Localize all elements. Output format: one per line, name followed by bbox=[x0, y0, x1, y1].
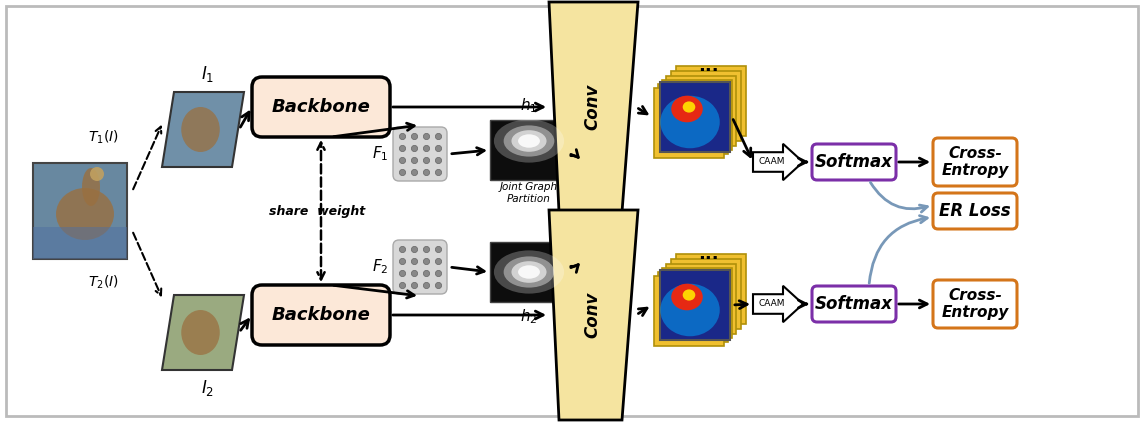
Text: $h_1$: $h_1$ bbox=[521, 96, 538, 115]
Ellipse shape bbox=[511, 130, 547, 152]
Text: Cross-
Entropy: Cross- Entropy bbox=[942, 288, 1009, 320]
Text: Softmax: Softmax bbox=[815, 153, 893, 171]
Ellipse shape bbox=[494, 119, 564, 162]
Bar bbox=[676, 66, 746, 136]
FancyBboxPatch shape bbox=[934, 138, 1017, 186]
Bar bbox=[662, 268, 732, 338]
Polygon shape bbox=[549, 210, 638, 420]
Bar bbox=[654, 88, 724, 158]
Bar bbox=[672, 259, 741, 329]
Text: $F_1$: $F_1$ bbox=[372, 145, 388, 163]
Ellipse shape bbox=[660, 96, 720, 148]
Text: $F_2$: $F_2$ bbox=[372, 258, 388, 276]
FancyBboxPatch shape bbox=[812, 144, 896, 180]
Bar bbox=[33, 227, 127, 259]
Ellipse shape bbox=[511, 261, 547, 283]
Text: Softmax: Softmax bbox=[815, 295, 893, 313]
Bar bbox=[676, 254, 746, 324]
Bar bbox=[658, 272, 728, 342]
Ellipse shape bbox=[181, 107, 220, 152]
Ellipse shape bbox=[503, 125, 555, 157]
Ellipse shape bbox=[494, 250, 564, 294]
Text: Backbone: Backbone bbox=[271, 306, 371, 324]
Bar bbox=[33, 163, 127, 259]
Polygon shape bbox=[162, 295, 244, 370]
FancyBboxPatch shape bbox=[934, 280, 1017, 328]
Ellipse shape bbox=[672, 284, 702, 310]
Bar bbox=[658, 84, 728, 154]
Bar bbox=[490, 120, 569, 180]
Bar bbox=[654, 276, 724, 346]
Bar bbox=[490, 242, 569, 302]
Text: Backbone: Backbone bbox=[271, 98, 371, 116]
Bar bbox=[660, 270, 730, 340]
FancyBboxPatch shape bbox=[812, 286, 896, 322]
Bar bbox=[666, 264, 736, 334]
Text: CAAM: CAAM bbox=[758, 300, 785, 308]
Text: $T_2(I)$: $T_2(I)$ bbox=[88, 273, 118, 291]
Text: share  weight: share weight bbox=[269, 205, 365, 217]
Text: $I_2$: $I_2$ bbox=[201, 378, 215, 398]
Text: ...: ... bbox=[698, 245, 718, 263]
Text: $I_1$: $I_1$ bbox=[201, 64, 215, 84]
Polygon shape bbox=[549, 2, 638, 212]
FancyBboxPatch shape bbox=[394, 240, 447, 294]
Ellipse shape bbox=[503, 257, 555, 288]
Ellipse shape bbox=[82, 168, 100, 206]
Bar bbox=[660, 82, 730, 152]
Ellipse shape bbox=[683, 289, 696, 300]
Polygon shape bbox=[753, 144, 803, 180]
Polygon shape bbox=[162, 92, 244, 167]
Text: ...: ... bbox=[698, 57, 718, 75]
Ellipse shape bbox=[181, 310, 220, 355]
Bar bbox=[662, 80, 732, 150]
Text: $h_2$: $h_2$ bbox=[521, 307, 538, 326]
Text: Joint Graph
Partition: Joint Graph Partition bbox=[500, 182, 558, 203]
FancyBboxPatch shape bbox=[252, 285, 390, 345]
Text: Conv: Conv bbox=[583, 292, 601, 338]
Bar bbox=[666, 76, 736, 146]
Ellipse shape bbox=[672, 96, 702, 122]
Ellipse shape bbox=[518, 265, 540, 279]
Polygon shape bbox=[753, 286, 803, 322]
Text: Conv: Conv bbox=[583, 84, 601, 130]
Bar bbox=[672, 71, 741, 141]
FancyBboxPatch shape bbox=[394, 127, 447, 181]
Ellipse shape bbox=[660, 284, 720, 336]
Text: $T_1(I)$: $T_1(I)$ bbox=[88, 128, 118, 146]
Ellipse shape bbox=[518, 134, 540, 148]
Text: CAAM: CAAM bbox=[758, 157, 785, 167]
Ellipse shape bbox=[90, 167, 104, 181]
Ellipse shape bbox=[683, 101, 696, 113]
FancyBboxPatch shape bbox=[252, 77, 390, 137]
Ellipse shape bbox=[56, 188, 114, 240]
Text: Cross-
Entropy: Cross- Entropy bbox=[942, 146, 1009, 178]
Text: ER Loss: ER Loss bbox=[939, 202, 1011, 220]
FancyBboxPatch shape bbox=[934, 193, 1017, 229]
